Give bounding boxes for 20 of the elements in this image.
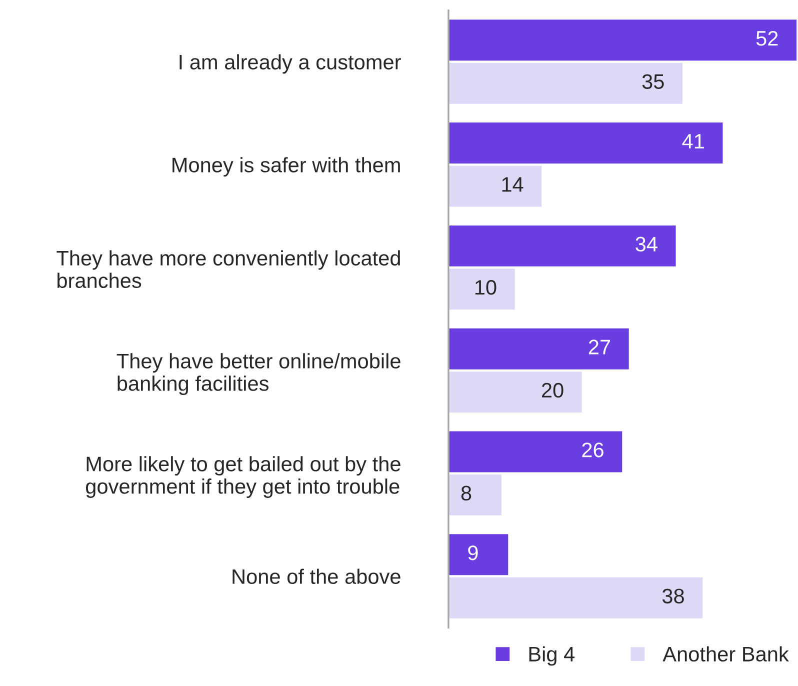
data-label: 34: [636, 236, 658, 252]
data-label: 35: [642, 74, 664, 89]
data-label: 52: [756, 30, 778, 46]
legend-label: Big 4: [529, 646, 575, 666]
data-label: 20: [542, 382, 564, 398]
data-label: 41: [682, 134, 704, 148]
data-label: 14: [502, 177, 524, 192]
data-label: 38: [662, 588, 684, 604]
y-tick-label: None of the above: [232, 568, 400, 584]
y-tick-label: Money is safer with them: [172, 157, 400, 177]
y-tick-label: I am already a customer: [180, 54, 401, 74]
data-label: 26: [582, 442, 604, 458]
legend-label: Another Bank: [662, 646, 789, 662]
y-tick-label: More likely to get bailed out by the government if they get into trouble: [86, 456, 400, 498]
data-label: 10: [475, 280, 496, 295]
y-tick-label: They have better online/mobile banking facilities: [116, 353, 400, 396]
data-label: 9: [468, 545, 478, 560]
y-tick-label: They have more conveniently located branches: [56, 250, 400, 288]
data-label: 8: [461, 486, 472, 501]
data-label: 27: [588, 340, 610, 354]
